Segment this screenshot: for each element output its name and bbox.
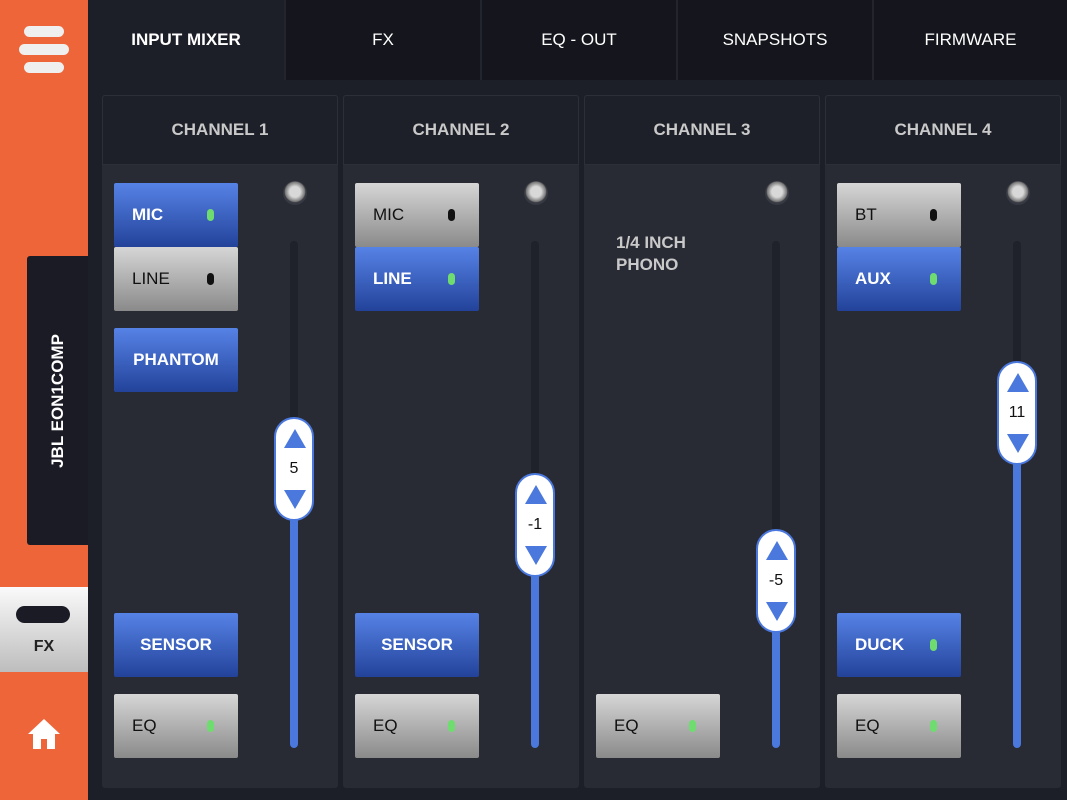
led-indicator <box>930 209 937 221</box>
arrow-up-icon[interactable] <box>525 484 547 504</box>
fader-fill <box>290 517 298 748</box>
level-value: -5 <box>768 571 784 589</box>
arrow-up-icon[interactable] <box>1007 373 1029 393</box>
channel-strip-1: CHANNEL 1 MIC LINE PHANTOM SENSOR EQ 5 <box>102 95 338 788</box>
duck-button[interactable]: DUCK <box>837 613 961 677</box>
button-label: BT <box>855 205 877 224</box>
device-name: JBL EON1COMP <box>47 333 67 468</box>
led-indicator <box>930 273 937 285</box>
led-indicator <box>448 209 455 221</box>
mute-knob[interactable] <box>765 181 789 205</box>
button-label: MIC <box>373 205 405 224</box>
fx-label: FX <box>33 638 55 655</box>
source-label: 1/4 INCH PHONO <box>616 233 686 274</box>
channel-title: CHANNEL 2 <box>343 95 579 165</box>
led-indicator <box>448 720 455 732</box>
level-value: 11 <box>1008 404 1026 422</box>
channel-title: CHANNEL 3 <box>584 95 820 165</box>
hamburger-menu-icon[interactable] <box>19 26 69 74</box>
arrow-down-icon[interactable] <box>766 601 788 621</box>
channel-strip-2: CHANNEL 2 MIC LINE SENSOR EQ -1 <box>343 95 579 788</box>
sensor-button[interactable]: SENSOR <box>114 613 238 677</box>
tab-snapshots[interactable]: SNAPSHOTS <box>676 0 872 80</box>
mute-knob[interactable] <box>524 181 548 205</box>
eq-button[interactable]: EQ <box>114 694 238 758</box>
mic-button[interactable]: MIC <box>355 183 479 247</box>
arrow-down-icon[interactable] <box>525 545 547 565</box>
button-label: DUCK <box>855 635 905 654</box>
button-label: LINE <box>373 269 412 288</box>
mute-knob[interactable] <box>283 181 307 205</box>
phantom-button[interactable]: PHANTOM <box>114 328 238 392</box>
channel-strip-3: CHANNEL 3 1/4 INCH PHONO EQ -5 <box>584 95 820 788</box>
device-tab[interactable]: JBL EON1COMP <box>27 256 88 545</box>
led-indicator <box>689 720 696 732</box>
arrow-down-icon[interactable] <box>284 490 306 510</box>
button-label: AUX <box>855 269 891 288</box>
sensor-button[interactable]: SENSOR <box>355 613 479 677</box>
led-indicator <box>930 720 937 732</box>
fx-indicator <box>16 606 70 623</box>
arrow-up-icon[interactable] <box>766 540 788 560</box>
aux-button[interactable]: AUX <box>837 247 961 311</box>
channel-title: CHANNEL 1 <box>102 95 338 165</box>
button-label: SENSOR <box>140 635 212 654</box>
line-button[interactable]: LINE <box>355 247 479 311</box>
line-button[interactable]: LINE <box>114 247 238 311</box>
tab-firmware[interactable]: FIRMWARE <box>872 0 1067 80</box>
fader-fill <box>772 628 780 748</box>
eq-button[interactable]: EQ <box>837 694 961 758</box>
mic-button[interactable]: MIC <box>114 183 238 247</box>
channel-strip-4: CHANNEL 4 BT AUX DUCK EQ 11 <box>825 95 1061 788</box>
button-label: MIC <box>132 205 164 224</box>
led-indicator <box>207 209 214 221</box>
arrow-up-icon[interactable] <box>284 429 306 449</box>
button-label: EQ <box>132 716 157 735</box>
fader-thumb[interactable]: 11 <box>997 361 1037 466</box>
button-label: EQ <box>855 716 880 735</box>
tab-eq-out[interactable]: EQ - OUT <box>480 0 676 80</box>
fader-fill <box>531 572 539 748</box>
fader-thumb[interactable]: -1 <box>515 472 555 577</box>
home-icon[interactable] <box>27 718 61 750</box>
top-tabs: INPUT MIXER FX EQ - OUT SNAPSHOTS FIRMWA… <box>88 0 1067 80</box>
mute-knob[interactable] <box>1006 181 1030 205</box>
fx-button[interactable]: FX <box>0 587 88 672</box>
fader-thumb[interactable]: 5 <box>274 417 314 522</box>
fader-track[interactable] <box>772 241 780 748</box>
eq-button[interactable]: EQ <box>596 694 720 758</box>
bt-button[interactable]: BT <box>837 183 961 247</box>
fader-fill <box>1013 461 1021 748</box>
button-label: SENSOR <box>381 635 453 654</box>
level-value: 5 <box>289 460 299 478</box>
button-label: EQ <box>614 716 639 735</box>
eq-button[interactable]: EQ <box>355 694 479 758</box>
level-value: -1 <box>527 515 543 533</box>
led-indicator <box>930 639 937 651</box>
button-label: EQ <box>373 716 398 735</box>
tab-input-mixer[interactable]: INPUT MIXER <box>88 0 284 80</box>
led-indicator <box>207 273 214 285</box>
button-label: LINE <box>132 269 170 288</box>
arrow-down-icon[interactable] <box>1007 434 1029 454</box>
channel-title: CHANNEL 4 <box>825 95 1061 165</box>
button-label: PHANTOM <box>133 350 219 369</box>
fader-thumb[interactable]: -5 <box>756 528 796 633</box>
sidebar: JBL EON1COMP FX <box>0 0 88 800</box>
tab-fx[interactable]: FX <box>284 0 480 80</box>
led-indicator <box>448 273 455 285</box>
led-indicator <box>207 720 214 732</box>
